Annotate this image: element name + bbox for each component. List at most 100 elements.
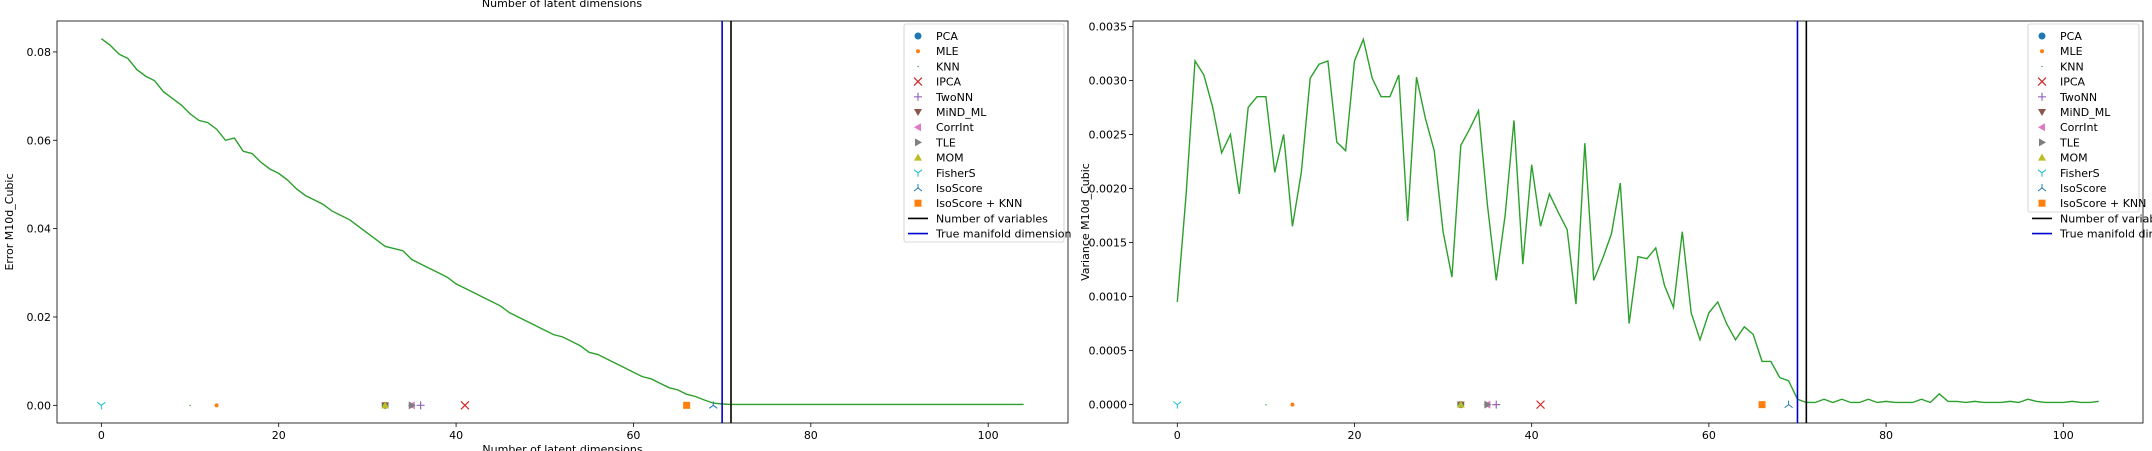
legend-marker-isoscore: [913, 184, 923, 192]
marker-isoscore-knn: [1758, 401, 1766, 409]
x-tick-label: 0: [98, 429, 105, 442]
y-tick-label: 0.0030: [1089, 74, 1128, 87]
marker-ipca: [1536, 400, 1545, 410]
legend-label: IsoScore: [936, 182, 983, 195]
x-tick-label: 100: [978, 429, 999, 442]
legend-label: IsoScore + KNN: [2060, 197, 2146, 210]
x-tick-label: 40: [1525, 429, 1539, 442]
x-axis: 0 20 40 60 80 100: [1174, 423, 2074, 442]
x-tick-label: 60: [626, 429, 640, 442]
legend-marker-knn: [2041, 65, 2043, 68]
marker-isoscore-knn: [683, 401, 691, 409]
legend-marker-ipca: [2037, 77, 2047, 87]
legend-label: True manifold dimension: [935, 228, 1071, 241]
y-tick-label: 0.08: [27, 46, 52, 59]
legend-marker-tle: [915, 138, 922, 147]
legend-marker-fishers: [913, 169, 923, 177]
y-axis-label: Variance M10d_Cubic: [1079, 163, 1092, 281]
legend-label: CorrInt: [2060, 121, 2098, 134]
marker-tle: [1484, 400, 1492, 409]
y-tick-label: 0.0010: [1089, 291, 1128, 304]
legend-marker-tle: [2039, 138, 2046, 147]
legend-box: [2027, 23, 2140, 213]
marker-twonn: [1492, 400, 1501, 409]
legend-label: IsoScore + KNN: [936, 197, 1022, 210]
y-tick-label: 0.0020: [1089, 183, 1128, 196]
legend-marker-mle: [916, 49, 920, 54]
legend-label: Number of variables: [2060, 212, 2152, 225]
legend-label: TLE: [2059, 136, 2080, 149]
x-tick-label: 100: [2053, 429, 2074, 442]
legend-label: MOM: [936, 152, 964, 165]
legend-box: [903, 23, 1065, 243]
x-tick-label: 0: [1174, 429, 1181, 442]
legend-label: FisherS: [2060, 167, 2100, 180]
legend-label: True manifold dimension: [2059, 228, 2152, 241]
chart-variance: 0 20 40 60 80 1000.00000.00050.00100.00150.00…: [1079, 20, 2152, 442]
legend-label: TwoNN: [935, 91, 973, 104]
clipped-top-label: Number of latent dimensions: [482, 0, 642, 10]
y-tick-label: 0.00: [27, 399, 52, 412]
marker-knn: [189, 404, 191, 407]
legend-marker-pca: [2038, 32, 2046, 40]
legend-label: TLE: [935, 136, 956, 149]
legend-label: IPCA: [2060, 76, 2086, 89]
marker-fishers: [97, 401, 106, 410]
legend-label: Number of variables: [936, 212, 1048, 225]
marker-mom: [1456, 400, 1465, 408]
marker-knn: [1265, 404, 1267, 406]
legend-label: IsoScore: [2060, 182, 2107, 195]
y-tick-label: 0.04: [27, 223, 52, 236]
y-tick-label: 0.0025: [1089, 128, 1128, 141]
marker-mle: [1290, 402, 1295, 407]
x-tick-label: 40: [449, 429, 463, 442]
legend-label: MLE: [936, 45, 959, 58]
plot-frame: [1132, 20, 2144, 424]
legend-label: FisherS: [936, 167, 976, 180]
y-tick-label: 0.0015: [1089, 237, 1128, 250]
legend-marker-mle: [2040, 49, 2044, 54]
x-tick-label: 20: [272, 429, 286, 442]
legend-label: KNN: [2060, 60, 2084, 73]
x-tick-label: 80: [804, 429, 818, 442]
y-tick-label: 0.0005: [1089, 345, 1128, 358]
legend-label: MLE: [2060, 45, 2083, 58]
legend-label: IPCA: [936, 76, 962, 89]
y-tick-label: 0.0000: [1089, 399, 1128, 412]
legend-marker-fishers: [2037, 169, 2047, 177]
legend-marker-mom: [2038, 153, 2046, 161]
marker-mle: [214, 403, 219, 408]
legend-marker-corrint: [914, 123, 921, 132]
legend: PCA MLE KNN IPCA TwoNN MiND_ML CorrInt TLE MOM Fi…: [903, 23, 1071, 243]
marker-isoscore: [1784, 400, 1793, 409]
legend-marker-twonn: [914, 92, 922, 101]
legend-label: MOM: [2060, 152, 2088, 165]
legend-label: MiND_ML: [2060, 106, 2111, 119]
legend-marker-isoscore-knn: [914, 199, 922, 207]
chart-error: 0 20 40 60 80 100 0.00 0.02 0.04 0.06 0.08 Number o…: [3, 20, 1071, 451]
y-axis: 0.00 0.02 0.04 0.06 0.08: [27, 46, 57, 412]
plot-frame: [56, 20, 1069, 424]
series-line: [1176, 37, 2099, 404]
y-tick-label: 0.0035: [1089, 20, 1128, 33]
x-tick-label: 20: [1347, 429, 1361, 442]
legend-marker-isoscore: [2037, 184, 2047, 192]
legend: PCA MLE KNN IPCA TwoNN MiND_ML CorrInt TLE MOM Fi…: [2027, 23, 2152, 241]
marker-ipca: [460, 400, 470, 410]
legend-marker-corrint: [2038, 123, 2045, 132]
y-axis-label: Error M10d_Cubic: [3, 173, 16, 270]
legend-label: PCA: [2060, 30, 2082, 43]
marker-fishers: [1173, 401, 1182, 409]
legend-label: MiND_ML: [936, 106, 987, 119]
marker-twonn: [416, 401, 425, 410]
marker-tle: [408, 401, 416, 410]
x-tick-label: 60: [1702, 429, 1716, 442]
legend-label: TwoNN: [2059, 91, 2097, 104]
legend-marker-isoscore-knn: [2038, 199, 2046, 207]
legend-marker-mind-ml: [2038, 109, 2046, 116]
legend-marker-mom: [914, 153, 922, 161]
legend-marker-twonn: [2038, 92, 2046, 101]
legend-marker-knn: [917, 65, 919, 68]
x-axis-label: Number of latent dimensions: [482, 443, 642, 451]
